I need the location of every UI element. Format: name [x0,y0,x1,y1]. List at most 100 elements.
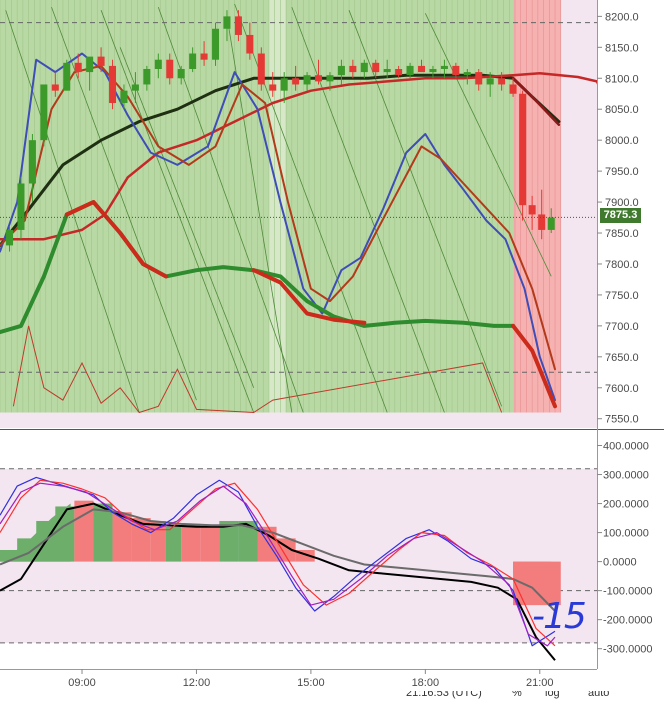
candle-body [303,75,311,85]
candle-body [120,90,128,104]
time-scale[interactable]: 09:00 12:00 15:00 18:00 21:00 [68,669,554,689]
auto-toggle[interactable]: auto [588,691,610,699]
price-tick-label: 7550.0 [605,414,639,426]
candle-body [280,78,288,91]
time-tick-label: 09:00 [68,677,96,689]
price-tick-label: 8100.0 [605,73,639,85]
candle-body [109,65,117,104]
price-tick-label: 8000.0 [605,135,639,147]
oscillator-line-4 [0,482,556,647]
candle-body [177,68,185,79]
candle-body [418,65,426,73]
candle-body [154,59,162,69]
indicator-line-7 [511,323,557,409]
candle-body [486,78,494,85]
osc-tick-label: 100.0000 [603,528,649,540]
indicator-line-9 [251,268,367,325]
indicator-line-2 [511,77,561,126]
zone-0 [0,0,269,413]
histogram-bar [295,550,315,562]
price-pane[interactable] [0,0,612,428]
candle-body [315,75,323,82]
utc-clock[interactable]: 21:16:53 (UTC) [406,691,482,699]
candle-body [40,84,48,141]
candle-body [547,217,555,230]
fan-line [291,6,445,413]
osc-tick-label: -100.0000 [603,586,653,598]
candle-body [383,68,391,73]
candle-body [212,28,220,60]
percent-toggle[interactable]: % [512,691,522,699]
oscillator-line-0 [0,502,556,661]
osc-tick-label: -200.0000 [603,615,653,627]
osc-tick-label: 200.0000 [603,499,649,511]
fan-line [348,10,503,407]
candle-body [269,84,277,91]
dashed-levels [0,22,597,373]
candle-body [74,62,82,73]
osc-tick-label: -300.0000 [603,644,653,656]
histogram-bar [219,520,239,562]
thin-red-oscillation [12,325,503,414]
oscillator-scale[interactable]: 400.0000 300.0000 200.0000 100.0000 0.0000 -1… [597,441,653,656]
log-toggle[interactable]: log [545,691,560,699]
handwritten-annotation: -15 [532,596,587,637]
candle-body [406,65,414,76]
oscillator-line-1 [0,508,556,612]
price-tick-label: 7900.0 [605,197,639,209]
indicator-line-8 [64,200,168,279]
histogram-area [0,503,71,562]
price-tick-label: 7600.0 [605,383,639,395]
histogram-bar [165,526,182,562]
time-tick-label: 21:00 [526,677,554,689]
candle-body [429,68,437,73]
candle-body [200,53,208,60]
candle-body [509,84,517,94]
candle-body [337,65,345,76]
candle-body [166,59,174,79]
histogram-bar [238,520,258,562]
indicator-line-1 [0,72,597,241]
candle-body [498,78,506,85]
price-tick-label: 7800.0 [605,259,639,271]
osc-tick-label: 400.0000 [603,441,649,453]
candle-body [6,229,14,246]
indicator-line-5 [0,64,556,371]
fan-line [424,13,552,277]
price-tick-label: 8150.0 [605,42,639,54]
oscillator-pane[interactable] [0,431,597,669]
candle-body [257,53,265,85]
histogram-bar [200,526,220,562]
oscillator-lines [0,476,556,661]
histogram-bar [93,503,113,562]
candle-body [223,16,231,29]
price-tick-label: 7750.0 [605,290,639,302]
candle-body [28,140,36,184]
price-tick-label: 7950.0 [605,166,639,178]
candle-body [519,93,527,206]
price-tick-label: 8200.0 [605,11,639,23]
candle-body [97,56,105,66]
price-tick-label: 7850.0 [605,228,639,240]
price-tick-label: 7650.0 [605,352,639,364]
candlesticks [6,10,555,252]
time-tick-label: 18:00 [412,677,440,689]
candle-body [538,214,546,230]
candle-body [86,56,94,73]
price-scale[interactable]: 8200.0 8150.0 8100.0 8050.0 8000.0 7950.0 7900… [597,11,639,426]
candle-body [63,62,71,91]
osc-tick-label: 0.0000 [603,557,637,569]
bottom-toolbar: 21:16:53 (UTC) % log auto [0,691,664,701]
signal-zones [0,0,597,428]
candle-body [395,68,403,76]
current-price-badge: 7875.3 [600,208,641,223]
zone-3 [513,0,561,413]
candle-body [131,84,139,91]
oscillator-histogram [0,500,561,606]
fan-line [100,10,255,413]
histogram-bar [150,520,166,562]
candle-body [440,65,448,69]
zone-1 [268,0,287,413]
candle-body [51,84,59,91]
